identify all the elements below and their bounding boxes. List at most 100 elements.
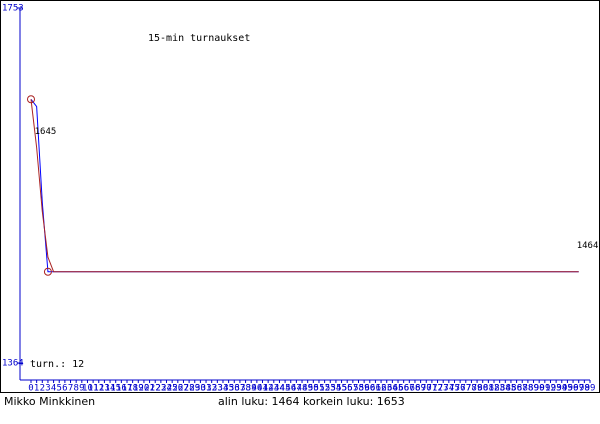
x-tick-label: 19 [133,384,144,394]
x-tick-label: 74 [443,384,454,394]
x-tick-label: 30 [195,384,206,394]
x-tick-label: 57 [347,384,358,394]
x-tick-label: 99 [585,384,596,394]
x-tick-label: 43 [268,384,279,394]
x-tick-label: 69 [415,384,426,394]
x-tick-label: 90 [534,384,545,394]
x-tick-label: 67 [404,384,415,394]
x-tick-label: 27 [178,384,189,394]
summary: alin luku: 1464 korkein luku: 1653 [218,395,405,408]
x-tick-label: 20 [139,384,150,394]
x-tick-label: 10 [82,384,93,394]
x-tick-label: 8 [73,384,78,394]
x-tick-label: 97 [573,384,584,394]
x-tick-label: 88 [522,384,533,394]
x-tick-label: 70 [421,384,432,394]
x-tick-label: 46 [285,384,296,394]
x-tick-label: 66 [398,384,409,394]
x-tick-label: 24 [161,384,172,394]
x-tick-label: 29 [189,384,200,394]
x-tick-label: 26 [172,384,183,394]
x-tick-label: 60 [364,384,375,394]
x-tick-label: 82 [489,384,500,394]
x-tick-label: 52 [319,384,330,394]
x-tick-label: 5 [57,384,62,394]
x-tick-label: 91 [539,384,550,394]
x-tick-label: 34 [218,384,229,394]
x-tick-label: 72 [432,384,443,394]
x-tick-label: 65 [393,384,404,394]
x-tick-label: 22 [150,384,161,394]
x-tick-label: 75 [449,384,460,394]
x-tick-label: 58 [353,384,364,394]
x-tick-label: 7 [68,384,73,394]
x-tick-label: 48 [297,384,308,394]
x-tick-label: 47 [291,384,302,394]
count-label: turn.: 12 [30,359,84,370]
x-tick-label: 83 [494,384,505,394]
y-tick-label: 1753 [2,4,24,14]
x-tick-label: 3 [45,384,50,394]
x-tick-label: 9 [79,384,84,394]
x-tick-label: 94 [556,384,567,394]
x-tick-label: 28 [184,384,195,394]
x-tick-label: 14 [105,384,116,394]
data-label: 1464 [577,241,599,251]
data-label: 1645 [35,127,57,137]
x-tick-label: 50 [308,384,319,394]
x-tick-label: 40 [251,384,262,394]
x-tick-label: 32 [206,384,217,394]
x-tick-label: 33 [212,384,223,394]
x-tick-label: 39 [246,384,257,394]
x-tick-label: 41 [257,384,268,394]
x-tick-label: 4 [51,384,56,394]
point-marker [43,267,52,276]
x-tick-label: 13 [99,384,110,394]
x-tick-label: 42 [263,384,274,394]
chart-title: 15-min turnaukset [148,33,250,44]
x-tick-label: 93 [551,384,562,394]
x-tick-label: 85 [506,384,517,394]
x-tick-label: 55 [336,384,347,394]
author: Mikko Minkkinen [4,395,95,408]
x-tick-label: 23 [155,384,166,394]
x-tick-label: 38 [240,384,251,394]
x-tick-label: 51 [314,384,325,394]
x-tick-label: 35 [223,384,234,394]
x-tick-label: 61 [370,384,381,394]
x-tick-label: 49 [302,384,313,394]
x-tick-label: 86 [511,384,522,394]
x-tick-label: 64 [387,384,398,394]
x-tick-label: 62 [376,384,387,394]
x-tick-label: 25 [167,384,178,394]
x-tick-label: 98 [579,384,590,394]
x-tick-label: 31 [201,384,212,394]
x-tick-label: 80 [477,384,488,394]
x-tick-label: 11 [88,384,99,394]
x-tick-label: 54 [330,384,341,394]
x-tick-label: 15 [110,384,121,394]
x-tick-label: 1 [34,384,39,394]
x-tick-label: 95 [562,384,573,394]
x-tick-label: 0 [28,384,33,394]
x-tick-label: 37 [234,384,245,394]
x-tick-label: 78 [466,384,477,394]
x-tick-label: 2 [40,384,45,394]
x-tick-label: 12 [93,384,104,394]
x-tick-label: 89 [528,384,539,394]
x-tick-label: 18 [127,384,138,394]
x-tick-label: 36 [229,384,240,394]
x-tick-label: 71 [426,384,437,394]
x-tick-label: 63 [381,384,392,394]
series-line [30,99,579,273]
x-tick-label: 76 [455,384,466,394]
x-tick-label: 6 [62,384,67,394]
x-tick-label: 92 [545,384,556,394]
x-tick-label: 59 [359,384,370,394]
x-tick-label: 96 [568,384,579,394]
x-tick-label: 84 [500,384,511,394]
x-tick-label: 87 [517,384,528,394]
x-tick-label: 45 [280,384,291,394]
x-tick-label: 68 [410,384,421,394]
